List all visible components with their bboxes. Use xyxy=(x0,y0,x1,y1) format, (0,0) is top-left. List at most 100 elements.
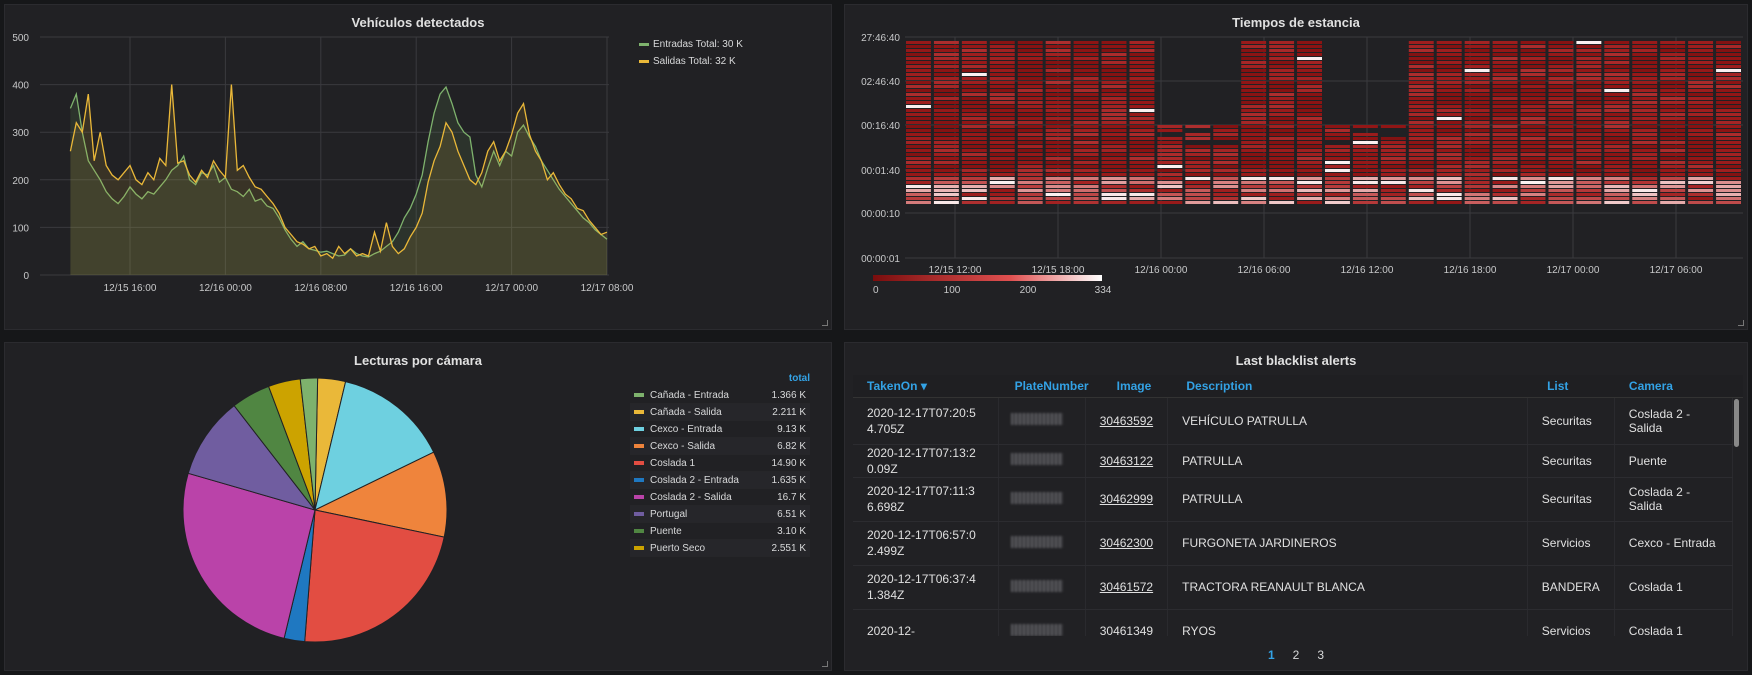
heatmap-cell xyxy=(1101,117,1127,120)
legend-label[interactable]: Salidas Total: 32 K xyxy=(653,56,736,67)
estancia-heatmap: 00:00:01 00:00:10 00:01:40 00:16:40 02:46:40… xyxy=(861,33,1743,296)
heatmap-cell xyxy=(1380,153,1406,156)
col-plate-number[interactable]: PlateNumber xyxy=(1000,375,1103,398)
page-2[interactable]: 2 xyxy=(1292,648,1300,662)
heatmap-cell xyxy=(1380,157,1406,160)
heatmap-cell xyxy=(1688,133,1714,136)
col-camera[interactable]: Camera xyxy=(1614,375,1743,398)
heatmap-cell xyxy=(1604,125,1630,128)
col-taken-on[interactable]: TakenOn ▾ xyxy=(853,375,1001,398)
pie-slice[interactable] xyxy=(182,472,316,639)
resize-handle[interactable] xyxy=(1738,320,1744,326)
table-row[interactable]: 2020-12-17T06:37:41.384Z 30461572 TRACTORA… xyxy=(853,565,1733,610)
cell-image-link[interactable]: 30461572 xyxy=(1085,565,1169,610)
legend-label[interactable]: Entradas Total: 30 K xyxy=(653,39,743,50)
pie-legend-item[interactable]: Cexco - Salida 6.82 K xyxy=(630,438,810,455)
heatmap-cell xyxy=(1017,101,1043,104)
pie-slice[interactable] xyxy=(304,509,445,643)
heatmap-cell xyxy=(1464,117,1490,120)
blacklist-table-body[interactable]: 2020-12-17T07:20:54.705Z 30463592 VEHÍCULO… xyxy=(853,398,1733,636)
cell-image-link[interactable]: 30463592 xyxy=(1085,398,1169,445)
heatmap-cell xyxy=(1604,169,1630,172)
heatmap-cell xyxy=(1157,185,1183,188)
cell-image-link[interactable]: 30463122 xyxy=(1085,444,1169,478)
table-row[interactable]: 2020-12-17T07:11:36.698Z 30462999 PATRULLA… xyxy=(853,477,1733,522)
heatmap-cell xyxy=(1436,117,1462,120)
heatmap-cell xyxy=(1380,201,1406,204)
heatmap-cell xyxy=(1520,137,1546,140)
col-list[interactable]: List xyxy=(1533,375,1615,398)
resize-handle[interactable] xyxy=(822,661,828,667)
heatmap-cell xyxy=(1408,129,1434,132)
table-row[interactable]: 2020-12-17T06:57:02.499Z 30462300 FURGONET… xyxy=(853,521,1733,566)
table-row[interactable]: 2020-12-17T07:20:54.705Z 30463592 VEHÍCULO… xyxy=(853,398,1733,445)
heatmap-cell xyxy=(1101,41,1127,44)
cell-description: TRACTORA REANAULT BLANCA xyxy=(1167,565,1528,610)
heatmap-cell xyxy=(1269,129,1295,132)
heatmap-cell xyxy=(1604,137,1630,140)
pie-legend-item[interactable]: Puerto Seco 2.551 K xyxy=(630,540,810,557)
pie-legend-item[interactable]: Puente 3.10 K xyxy=(630,523,810,540)
heatmap-cell xyxy=(1073,61,1099,64)
table-row[interactable]: 2020-12-17T07:13:20.09Z 30463122 PATRULLA S… xyxy=(853,444,1733,478)
heatmap-cell xyxy=(1325,173,1350,176)
pie-legend-item[interactable]: Cañada - Entrada 1.366 K xyxy=(630,387,810,404)
heatmap-cell xyxy=(1632,121,1658,124)
pie-slice[interactable] xyxy=(299,377,319,511)
heatmap-cell xyxy=(1073,197,1099,200)
heatmap-cell xyxy=(906,93,931,96)
table-scrollbar[interactable] xyxy=(1734,399,1739,447)
cell-image-link[interactable]: 30462999 xyxy=(1085,477,1169,522)
heatmap-cell xyxy=(961,89,987,92)
pie-slice[interactable] xyxy=(313,451,448,538)
page-3[interactable]: 3 xyxy=(1317,648,1325,662)
heatmap-cell xyxy=(1408,117,1434,120)
heatmap-cell xyxy=(1604,117,1630,120)
heatmap-cell xyxy=(933,49,959,52)
cell-image-link[interactable]: 30462300 xyxy=(1085,521,1169,566)
heatmap-cell xyxy=(1716,201,1741,204)
heatmap-cell xyxy=(1492,69,1518,72)
pie-legend-item[interactable]: Coslada 2 - Entrada 1.635 K xyxy=(630,472,810,489)
pie-legend-item[interactable]: Coslada 2 - Salida 16.7 K xyxy=(630,489,810,506)
pie-slice[interactable] xyxy=(314,380,435,511)
heatmap-cell xyxy=(1688,193,1714,196)
heatmap-cell xyxy=(961,81,987,84)
pie-legend-item[interactable]: Cañada - Salida 2.211 K xyxy=(630,404,810,421)
pie-legend-item[interactable]: Coslada 1 14.90 K xyxy=(630,455,810,472)
heatmap-cell xyxy=(989,105,1015,108)
heatmap-cell xyxy=(1073,93,1099,96)
heatmap-cell xyxy=(1548,93,1574,96)
heatmap-cell xyxy=(1632,113,1658,116)
heatmap-cell xyxy=(1492,173,1518,176)
plate-thumbnail xyxy=(1011,535,1064,548)
heatmap-cell xyxy=(933,97,959,100)
pie-legend-item[interactable]: Portugal 6.51 K xyxy=(630,506,810,523)
heatmap-cell xyxy=(1241,197,1267,200)
heatmap-cell xyxy=(1408,121,1434,124)
heatmap-cell xyxy=(933,161,959,164)
heatmap-cell xyxy=(1185,189,1211,192)
heatmap-cell xyxy=(906,53,931,56)
page-1[interactable]: 1 xyxy=(1267,648,1275,662)
x-tick-label: 12/16 08:00 xyxy=(294,283,347,294)
heatmap-cell xyxy=(1101,161,1127,164)
heatmap-cell xyxy=(1017,145,1043,148)
table-row[interactable]: 2020-12- 30461349 RYOS Servicios Coslada 1 xyxy=(853,609,1733,636)
heatmap-cell xyxy=(989,141,1015,144)
heatmap-cell xyxy=(1101,125,1127,128)
heatmap-cell xyxy=(1017,45,1043,48)
heatmap-cell xyxy=(1073,77,1099,80)
heatmap-cell xyxy=(1492,141,1518,144)
col-image[interactable]: Image xyxy=(1102,375,1173,398)
col-description[interactable]: Description xyxy=(1172,375,1534,398)
heatmap-cell xyxy=(1436,101,1462,104)
heatmap-cell xyxy=(1129,49,1155,52)
heatmap-cell xyxy=(1297,145,1322,148)
pie-slice[interactable] xyxy=(187,404,317,511)
heatmap-cell xyxy=(1464,81,1490,84)
resize-handle[interactable] xyxy=(822,320,828,326)
pie-legend-item[interactable]: Cexco - Entrada 9.13 K xyxy=(630,421,810,438)
heatmap-cell xyxy=(933,53,959,56)
heatmap-cell xyxy=(1576,69,1602,72)
